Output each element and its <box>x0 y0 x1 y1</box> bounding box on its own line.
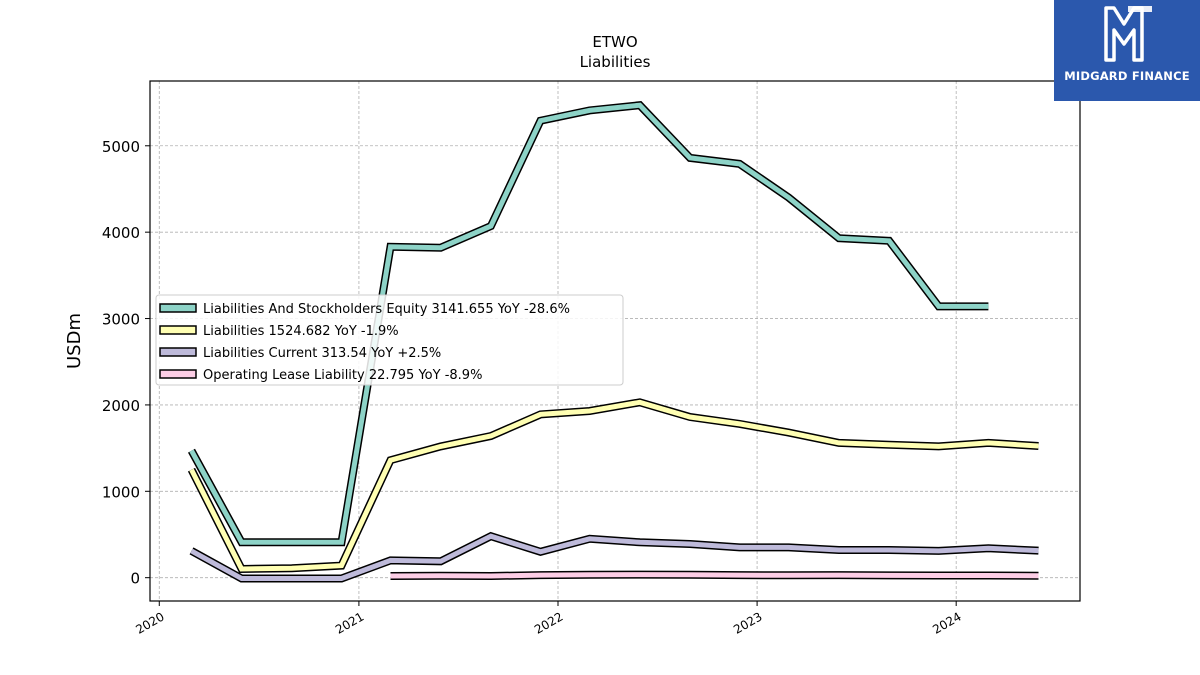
series-line-1 <box>189 102 989 545</box>
y-tick-label: 5000 <box>102 138 140 156</box>
legend-swatch <box>159 303 197 313</box>
legend-box <box>155 294 624 386</box>
legend-label: Operating Lease Liability 22.795 YoY -8.… <box>203 368 482 383</box>
y-tick-label: 2000 <box>102 397 140 415</box>
y-tick-label: 0 <box>130 570 140 588</box>
x-tick-label: 2023 <box>731 609 764 636</box>
legend-swatch <box>159 347 197 357</box>
x-tick-label: 2022 <box>532 609 565 636</box>
chart-subtitle: Liabilities <box>580 53 651 71</box>
series-line-4 <box>390 572 1039 579</box>
x-tick-label: 2021 <box>333 609 366 636</box>
y-axis-label: USDm <box>64 313 85 369</box>
legend-swatch <box>159 369 197 379</box>
series-lines <box>187 101 1039 583</box>
x-tick-label: 2020 <box>133 609 166 636</box>
y-tick-label: 1000 <box>102 483 140 501</box>
plot-frame <box>149 80 1081 602</box>
series-line-3 <box>190 533 1039 581</box>
y-axis: 0 1000 2000 3000 4000 5000 <box>102 138 150 588</box>
legend-label: Liabilities And Stockholders Equity 3141… <box>203 302 570 317</box>
legend-label: Liabilities 1524.682 YoY -1.9% <box>203 324 399 339</box>
legend: Liabilities And Stockholders Equity 3141… <box>155 294 624 386</box>
chart-title: ETWO <box>592 33 637 51</box>
y-tick-label: 3000 <box>102 311 140 329</box>
x-tick-label: 2024 <box>930 609 963 636</box>
x-axis: 2020 2021 2022 2023 2024 <box>133 601 964 637</box>
legend-label: Liabilities Current 313.54 YoY +2.5% <box>203 346 441 361</box>
logo-text: MIDGARD FINANCE <box>1064 69 1190 83</box>
midgard-finance-logo: MIDGARD FINANCE <box>1054 0 1200 101</box>
midgard-logo-icon <box>1104 6 1152 62</box>
y-tick-label: 4000 <box>102 224 140 242</box>
series-line-2 <box>189 399 1039 572</box>
legend-swatch <box>159 325 197 335</box>
